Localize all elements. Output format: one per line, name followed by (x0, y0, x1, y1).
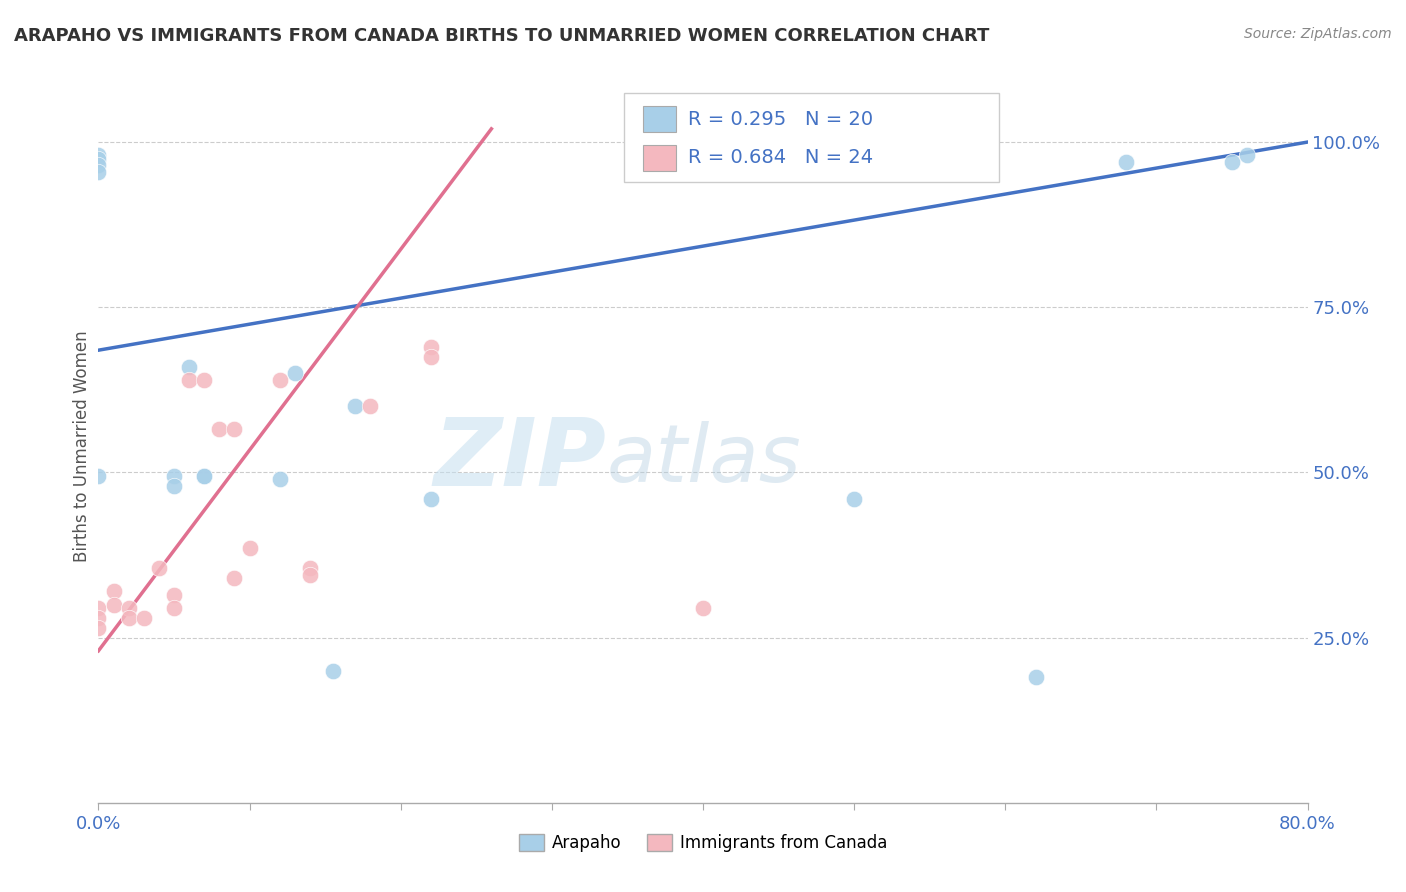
Point (163, 468, 186, 483)
FancyBboxPatch shape (643, 106, 676, 132)
Point (87, 611, 110, 625)
Point (179, 359, 201, 374)
Point (1236, 148, 1258, 162)
Point (344, 400, 367, 414)
Point (269, 472, 291, 486)
Text: R = 0.295   N = 20: R = 0.295 N = 20 (689, 110, 873, 128)
Point (299, 561, 322, 575)
Point (87, 165, 110, 179)
Point (87, 600, 110, 615)
FancyBboxPatch shape (643, 145, 676, 170)
Y-axis label: Births to Unmarried Women: Births to Unmarried Women (73, 330, 91, 562)
Legend: Arapaho, Immigrants from Canada: Arapaho, Immigrants from Canada (512, 827, 894, 859)
Text: R = 0.684   N = 24: R = 0.684 N = 24 (689, 148, 873, 168)
Point (193, 373, 215, 387)
Point (179, 373, 201, 387)
Point (87, 158, 110, 172)
Point (87, 621, 110, 635)
Point (844, 491, 866, 506)
Point (87, 148, 110, 162)
Point (420, 491, 443, 506)
Point (87, 152, 110, 166)
Point (239, 541, 262, 556)
Point (360, 400, 382, 414)
Point (118, 600, 141, 615)
Point (420, 340, 443, 354)
Point (118, 611, 141, 625)
Point (224, 571, 246, 585)
Point (692, 600, 714, 615)
Point (224, 422, 246, 436)
Point (103, 584, 125, 599)
Point (284, 367, 307, 381)
Text: ARAPAHO VS IMMIGRANTS FROM CANADA BIRTHS TO UNMARRIED WOMEN CORRELATION CHART: ARAPAHO VS IMMIGRANTS FROM CANADA BIRTHS… (14, 27, 990, 45)
Point (87, 468, 110, 483)
Point (148, 561, 170, 575)
Point (163, 588, 186, 602)
Point (163, 600, 186, 615)
Point (1024, 670, 1046, 684)
Point (420, 350, 443, 364)
Point (1115, 154, 1137, 169)
Point (299, 567, 322, 582)
Point (208, 422, 231, 436)
Point (193, 468, 215, 483)
Point (163, 478, 186, 492)
Point (322, 664, 344, 678)
Point (132, 611, 155, 625)
Text: atlas: atlas (606, 421, 801, 500)
Point (269, 373, 291, 387)
Text: Source: ZipAtlas.com: Source: ZipAtlas.com (1244, 27, 1392, 41)
Point (193, 468, 215, 483)
Point (1220, 154, 1243, 169)
Text: ZIP: ZIP (433, 414, 606, 507)
FancyBboxPatch shape (624, 93, 1000, 182)
Point (103, 598, 125, 612)
